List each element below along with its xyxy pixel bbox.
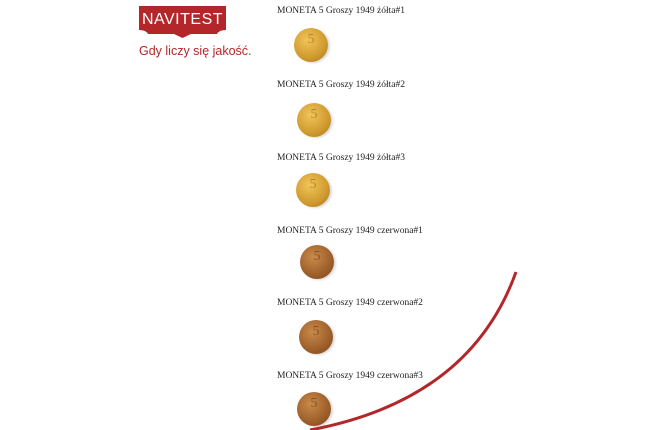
product-title[interactable]: MONETA 5 Groszy 1949 czerwona#1 [277,226,423,236]
product-title[interactable]: MONETA 5 Groszy 1949 czerwona#2 [277,298,423,308]
logo-text: NAVITEST [141,11,224,28]
coin-image[interactable]: 5 [294,28,328,62]
coin-image[interactable]: 5 [297,103,331,137]
tagline: Gdy liczy się jakość. [139,44,252,58]
coin-image[interactable]: 5 [299,320,333,354]
coin-image[interactable]: 5 [296,173,330,207]
product-title[interactable]: MONETA 5 Groszy 1949 żółta#3 [277,153,405,163]
coin-image[interactable]: 5 [300,245,334,279]
product-title[interactable]: MONETA 5 Groszy 1949 czerwona#3 [277,371,423,381]
coin-image[interactable]: 5 [297,392,331,426]
product-title[interactable]: MONETA 5 Groszy 1949 żółta#1 [277,6,405,16]
navitest-logo[interactable] [139,6,226,38]
product-title[interactable]: MONETA 5 Groszy 1949 żółta#2 [277,80,405,90]
